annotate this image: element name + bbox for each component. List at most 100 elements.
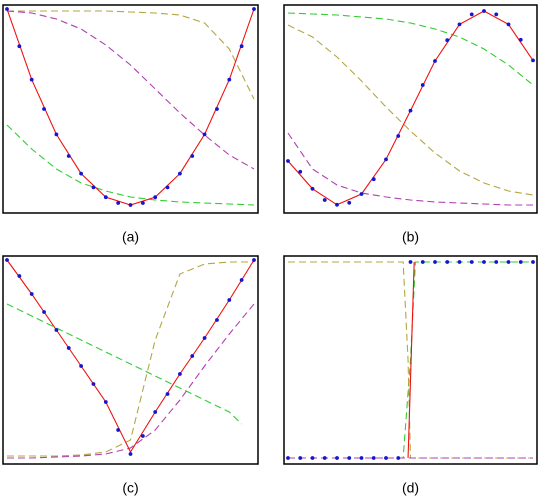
fit-line [6,8,255,206]
data-point [518,37,523,42]
data-point [128,452,133,456]
data-point [335,456,339,460]
data-point [469,260,474,264]
data-point [310,456,315,460]
data-point [445,260,450,264]
data-point [54,328,59,332]
data-point [103,195,108,200]
data-point [91,185,96,190]
data-point [227,298,232,302]
data-point [420,83,425,87]
data-point [252,258,256,262]
data-point [66,154,71,158]
caption: (c) [122,480,138,496]
data-point [506,22,511,27]
dashed-curve [7,303,255,459]
data-point [252,7,256,11]
data-point [116,201,121,205]
data-point [322,198,327,202]
data-point [359,456,364,460]
data-point [506,260,511,264]
dashed-curve [287,12,534,86]
data-point [371,456,376,460]
data-point [408,108,413,113]
data-point [66,346,71,350]
data-point [153,410,158,414]
data-point [128,203,133,207]
caption: (d) [402,480,419,496]
data-point [433,59,437,63]
data-point [420,260,425,264]
data-point [215,318,219,322]
dashed-curve [6,303,243,425]
data-point [91,382,96,386]
data-point [29,77,34,82]
data-point [286,159,290,163]
data-point [433,260,437,264]
data-point [190,154,195,158]
data-point [359,192,364,196]
data-point [239,44,244,49]
data-point [17,274,22,278]
data-point [482,260,486,264]
data-point [178,372,182,376]
data-point [178,171,182,176]
data-point [79,171,83,176]
panel-frame [283,4,538,214]
data-point [103,400,108,404]
panel-frame [283,255,538,465]
data-point [494,260,499,264]
data-point [457,22,462,27]
data-point [518,260,523,264]
panel-frame [2,255,259,465]
data-point [322,456,327,460]
data-point [42,107,46,111]
fit-line [6,259,255,454]
data-point [396,456,401,460]
data-point [310,186,315,191]
data-point [347,200,352,205]
data-point [457,260,462,264]
data-point [202,336,207,340]
data-point [445,38,450,43]
data-point [140,201,145,205]
data-point [190,354,195,358]
caption: (a) [122,229,139,245]
data-point [347,456,352,460]
data-point [335,202,339,207]
data-point [5,7,9,11]
data-point [408,260,413,264]
data-point [79,364,83,368]
dashed-curve [7,261,254,457]
fit-line [287,10,534,206]
dashed-curve [7,10,255,100]
data-point [482,9,486,13]
data-point [494,12,499,17]
panel: (a) [2,4,259,245]
data-point [42,310,46,314]
dashed-curve [6,124,255,206]
data-point [29,292,34,296]
data-point [153,195,158,200]
dashed-curve [6,10,255,170]
data-point [239,278,244,282]
data-point [384,157,388,162]
dashed-curve [287,132,533,206]
data-point [531,260,535,264]
panel-frame [2,4,259,214]
data-point [17,44,22,49]
caption: (b) [402,229,419,245]
dashed-curve [288,261,533,459]
data-point [215,107,219,111]
data-point [202,132,207,137]
data-point [298,456,303,460]
data-point [5,258,9,262]
data-point [469,12,474,17]
panel: (b) [283,4,538,245]
data-point [396,134,401,138]
data-point [286,456,290,460]
data-point [298,169,303,174]
data-point [116,428,121,432]
dashed-curve [287,24,534,196]
